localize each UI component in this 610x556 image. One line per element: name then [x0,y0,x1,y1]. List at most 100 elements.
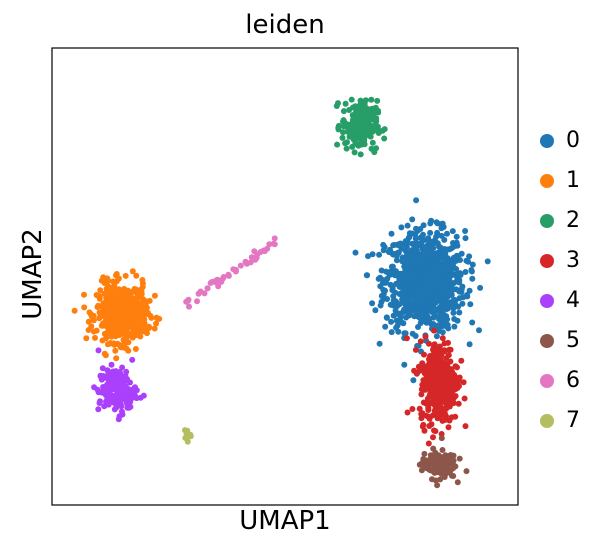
cluster-5-points [416,435,470,489]
data-point [441,347,448,354]
data-point [459,300,466,307]
data-point [127,403,134,410]
data-point [469,319,476,326]
data-point [397,240,403,247]
data-point [97,287,104,294]
data-point [430,434,436,441]
data-point [248,254,255,261]
data-point [433,296,440,303]
data-point [460,294,467,301]
data-point [103,335,110,342]
data-point [438,375,445,382]
data-point [396,301,403,308]
legend-item-6: 6 [540,361,580,401]
data-point [133,387,140,394]
data-point [418,386,425,393]
data-point [393,324,400,331]
data-point [348,96,355,103]
legend-label: 2 [566,208,580,233]
data-point [451,296,458,303]
data-point [100,384,107,390]
points-layer [71,96,491,489]
data-point [451,323,458,330]
data-point [436,399,443,406]
data-point [104,320,111,327]
data-point [355,123,362,130]
data-point [107,303,114,310]
data-point [90,312,97,319]
data-point [447,272,454,279]
data-point [137,333,144,340]
data-point [432,409,439,416]
data-point [340,129,346,136]
data-point [431,341,438,348]
data-point [419,309,426,316]
data-point [397,318,404,325]
data-point [408,231,415,237]
data-point [411,273,418,280]
data-point [421,450,428,457]
data-point [104,396,111,403]
data-point [357,151,364,158]
data-point [430,241,437,247]
data-point [456,279,463,286]
data-point [425,237,432,244]
data-point [376,128,383,134]
data-point [369,139,376,146]
data-point [132,310,138,317]
data-point [383,279,390,286]
data-point [427,229,434,236]
data-point [409,216,416,223]
data-point [230,266,237,273]
data-point [127,297,133,304]
data-point [425,288,432,295]
data-point [119,364,126,371]
data-point [425,440,432,447]
data-point [454,364,460,371]
data-point [439,359,445,365]
data-point [365,253,371,260]
data-point [455,378,462,385]
data-point [412,333,419,339]
data-point [458,250,465,257]
data-point [389,263,396,270]
data-point [113,272,119,279]
data-point [421,463,428,470]
y-axis-label: UMAP2 [18,228,48,320]
data-point [118,403,125,410]
data-point [445,352,452,359]
data-point [431,279,437,286]
data-point [124,377,131,384]
data-point [114,396,121,402]
data-point [434,482,441,489]
data-point [103,299,110,306]
cluster-4-points [91,347,147,423]
data-point [431,375,437,382]
data-point [195,290,202,297]
data-point [434,456,441,463]
data-point [401,361,408,368]
cluster-1-points [71,268,163,362]
data-point [363,272,370,279]
data-point [431,461,438,468]
data-point [344,124,351,130]
data-point [410,377,417,384]
data-point [142,301,149,308]
data-point [112,347,119,354]
data-point [428,382,435,389]
data-point [116,331,123,337]
data-point [427,353,433,359]
data-point [106,308,113,315]
data-point [456,309,463,316]
data-point [405,274,412,281]
data-point [413,370,420,377]
data-point [404,239,411,246]
data-point [413,225,419,232]
data-point [95,406,102,413]
data-point [462,269,469,275]
data-point [444,299,451,306]
data-point [247,259,254,266]
data-point [185,296,192,303]
data-point [123,306,130,313]
data-point [108,293,115,300]
